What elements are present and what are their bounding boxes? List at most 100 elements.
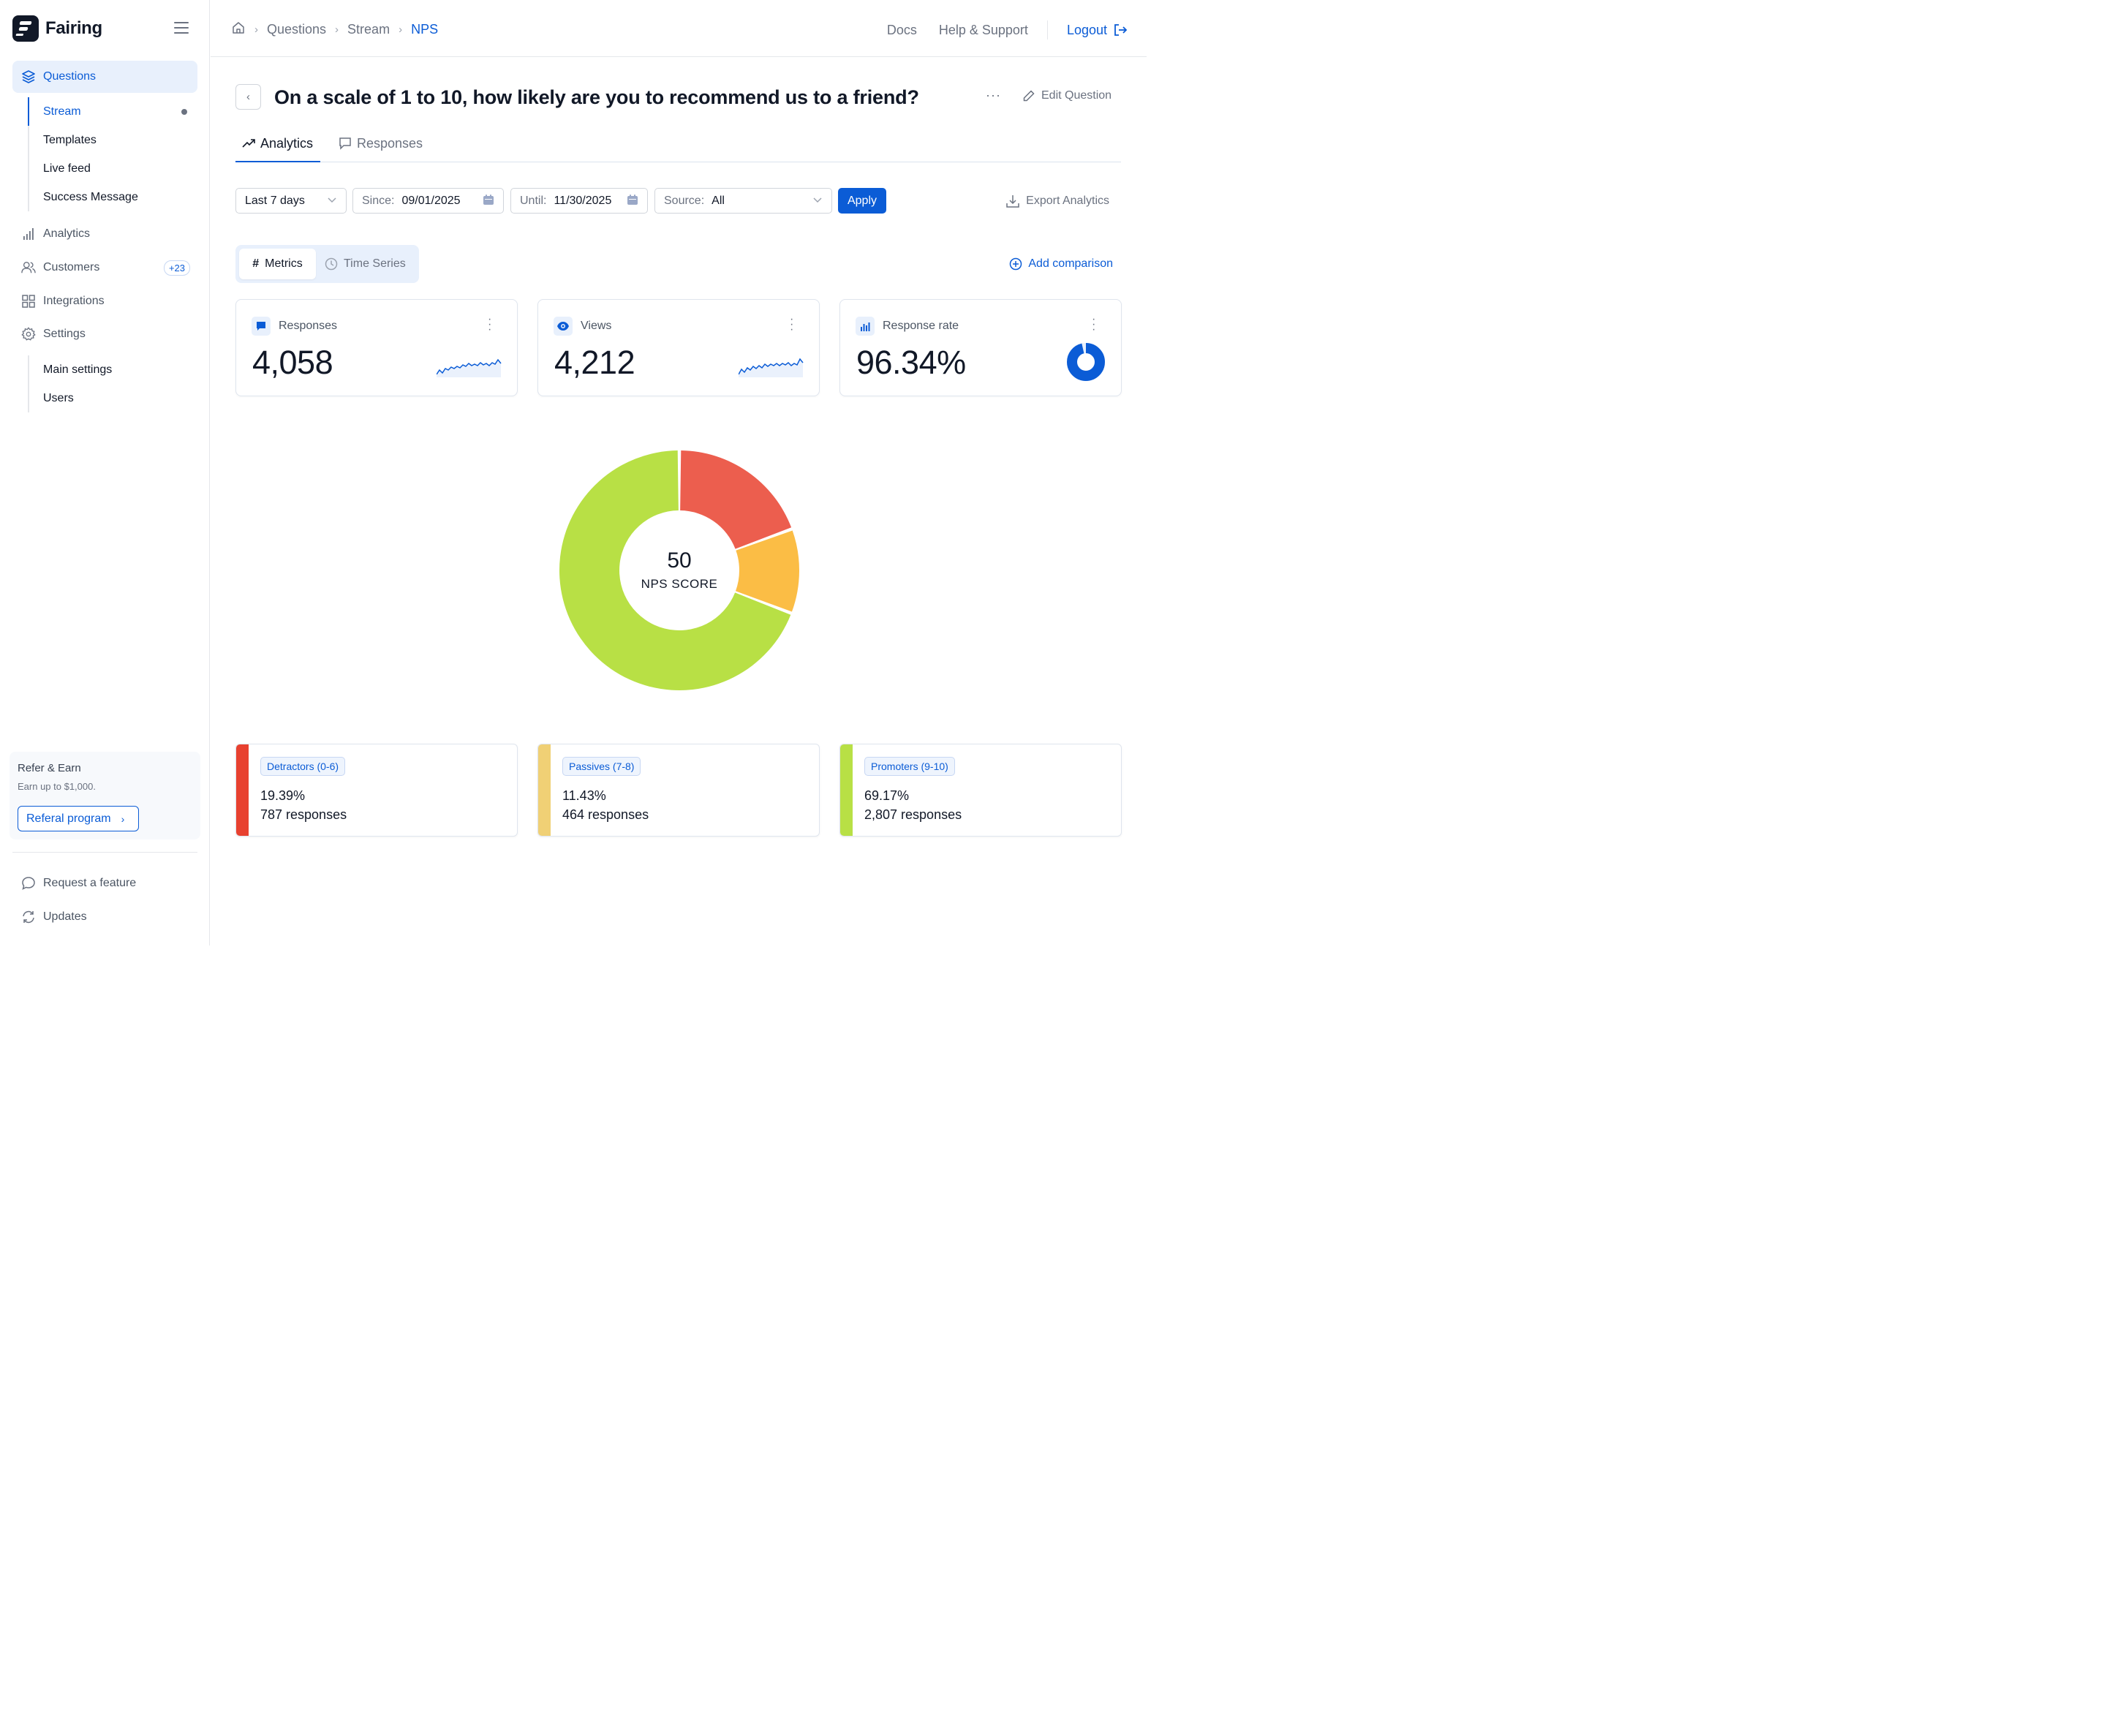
grid-icon bbox=[21, 294, 36, 309]
metric-value: 4,212 bbox=[554, 344, 635, 381]
subnav-users[interactable]: Users bbox=[43, 391, 74, 404]
download-icon bbox=[1006, 195, 1019, 208]
more-horizontal-icon[interactable]: ··· bbox=[986, 88, 1001, 102]
metrics-toggle[interactable]: # Metrics bbox=[239, 249, 316, 279]
edit-question-button[interactable]: Edit Question bbox=[1022, 89, 1112, 102]
sidebar-item-label: Updates bbox=[43, 910, 87, 923]
donut-slice-2[interactable] bbox=[735, 530, 799, 612]
calendar-icon[interactable] bbox=[627, 194, 638, 208]
trending-up-icon bbox=[242, 139, 255, 148]
sparkline bbox=[739, 358, 804, 377]
logo[interactable]: Fairing bbox=[12, 15, 102, 42]
filter-bar: Last 7 days Since: 09/01/2025 Until: 11/… bbox=[235, 188, 1121, 214]
chat-bubble-icon bbox=[21, 876, 36, 891]
breadcrumb-questions[interactable]: Questions bbox=[267, 22, 327, 37]
metric-card-responses: Responses 4,058 · · · bbox=[235, 299, 518, 396]
subnav-success-message[interactable]: Success Message bbox=[43, 190, 138, 203]
nps-score-value: 50 bbox=[667, 548, 692, 573]
subnav-templates[interactable]: Templates bbox=[43, 133, 97, 146]
calendar-icon[interactable] bbox=[483, 194, 494, 208]
apply-button[interactable]: Apply bbox=[838, 188, 886, 214]
metric-title: Responses bbox=[279, 320, 338, 332]
donut-slice-1[interactable] bbox=[680, 450, 792, 549]
segment-tag: Promoters (9-10) bbox=[864, 757, 955, 776]
time-series-toggle[interactable]: Time Series bbox=[325, 249, 406, 279]
sidebar-item-settings[interactable]: Settings bbox=[12, 318, 197, 350]
divider bbox=[1046, 20, 1048, 39]
donut-slice-3[interactable] bbox=[559, 450, 791, 690]
more-vertical-icon[interactable]: · · · bbox=[790, 313, 794, 336]
sidebar-item-questions[interactable]: Questions bbox=[12, 61, 197, 93]
breadcrumb-stream[interactable]: Stream bbox=[347, 22, 390, 37]
customers-count-badge: +23 bbox=[163, 260, 190, 276]
segment-color-bar bbox=[840, 744, 853, 836]
clock-icon bbox=[325, 257, 338, 271]
layers-icon bbox=[21, 69, 36, 84]
bar-chart-icon bbox=[856, 317, 875, 336]
message-icon bbox=[252, 317, 271, 336]
gear-icon bbox=[21, 327, 36, 341]
donut-svg bbox=[559, 450, 799, 690]
sidebar-item-label: Integrations bbox=[43, 295, 105, 307]
sidebar: Fairing Questions Stream Templates Live … bbox=[0, 0, 210, 946]
chevron-left-icon: ‹ bbox=[246, 91, 250, 103]
sidebar-item-integrations[interactable]: Integrations bbox=[12, 285, 197, 317]
until-date-field[interactable]: Until: 11/30/2025 bbox=[510, 188, 648, 214]
export-analytics-button[interactable]: Export Analytics bbox=[1005, 194, 1109, 208]
segment-card-passives: Passives (7-8) 11.43% 464 responses bbox=[537, 744, 820, 837]
chevron-down-icon bbox=[327, 195, 337, 207]
plus-circle-icon bbox=[1010, 257, 1022, 271]
segment-percent: 69.17% bbox=[864, 788, 910, 803]
add-comparison-button[interactable]: Add comparison bbox=[1009, 257, 1113, 271]
logout-button[interactable]: Logout bbox=[1067, 23, 1128, 38]
date-range-select[interactable]: Last 7 days bbox=[235, 188, 347, 214]
page-title: On a scale of 1 to 10, how likely are yo… bbox=[274, 86, 919, 108]
response-rate-ring bbox=[1067, 343, 1105, 381]
hash-icon: # bbox=[252, 257, 260, 270]
message-square-icon bbox=[339, 137, 351, 150]
more-vertical-icon[interactable]: · · · bbox=[488, 313, 492, 336]
home-icon[interactable] bbox=[231, 20, 246, 39]
fairing-logo-icon bbox=[12, 15, 39, 42]
sidebar-item-label: Request a feature bbox=[43, 877, 137, 889]
chevron-right-icon: › bbox=[399, 23, 403, 36]
sidebar-item-label: Analytics bbox=[43, 227, 91, 240]
subnav-live-feed[interactable]: Live feed bbox=[43, 162, 91, 175]
metric-value: 96.34% bbox=[856, 344, 966, 381]
tab-responses[interactable]: Responses bbox=[338, 136, 423, 162]
refer-title: Refer & Earn bbox=[18, 762, 81, 774]
sidebar-item-customers[interactable]: Customers +23 bbox=[12, 252, 197, 284]
users-icon bbox=[21, 260, 36, 275]
segment-percent: 19.39% bbox=[260, 788, 306, 803]
status-dot bbox=[181, 108, 187, 115]
refer-earn-panel: Refer & Earn Earn up to $1,000. Referal … bbox=[10, 752, 200, 839]
segment-color-bar bbox=[236, 744, 249, 836]
tab-analytics[interactable]: Analytics bbox=[235, 136, 321, 162]
subnav-main-settings[interactable]: Main settings bbox=[43, 363, 113, 376]
sidebar-item-analytics[interactable]: Analytics bbox=[12, 218, 197, 250]
sidebar-item-request-feature[interactable]: Request a feature bbox=[12, 867, 197, 899]
pencil-icon bbox=[1023, 90, 1035, 102]
hamburger-menu-icon[interactable] bbox=[174, 22, 189, 34]
sidebar-item-updates[interactable]: Updates bbox=[12, 901, 197, 933]
top-links: Docs Help & Support Logout bbox=[865, 20, 1128, 39]
since-date-field[interactable]: Since: 09/01/2025 bbox=[352, 188, 504, 214]
referral-program-button[interactable]: Referal program › bbox=[18, 806, 139, 831]
more-vertical-icon[interactable]: · · · bbox=[1092, 313, 1096, 336]
chevron-right-icon: › bbox=[335, 23, 339, 36]
source-select[interactable]: Source: All bbox=[654, 188, 832, 214]
metric-card-views: Views 4,212 · · · bbox=[537, 299, 820, 396]
bar-chart-icon bbox=[21, 227, 36, 241]
docs-link[interactable]: Docs bbox=[886, 22, 917, 37]
subnav-stream[interactable]: Stream bbox=[28, 97, 197, 126]
metric-title: Views bbox=[581, 320, 612, 332]
back-button[interactable]: ‹ bbox=[235, 84, 261, 110]
segment-card-detractors: Detractors (0-6) 19.39% 787 responses bbox=[235, 744, 518, 837]
help-support-link[interactable]: Help & Support bbox=[938, 22, 1028, 37]
breadcrumb-current: NPS bbox=[411, 22, 439, 37]
segment-percent: 11.43% bbox=[562, 788, 606, 803]
sidebar-item-label: Customers bbox=[43, 261, 100, 273]
logout-icon bbox=[1114, 24, 1128, 36]
segment-count: 787 responses bbox=[260, 807, 347, 822]
segment-color-bar bbox=[538, 744, 551, 836]
